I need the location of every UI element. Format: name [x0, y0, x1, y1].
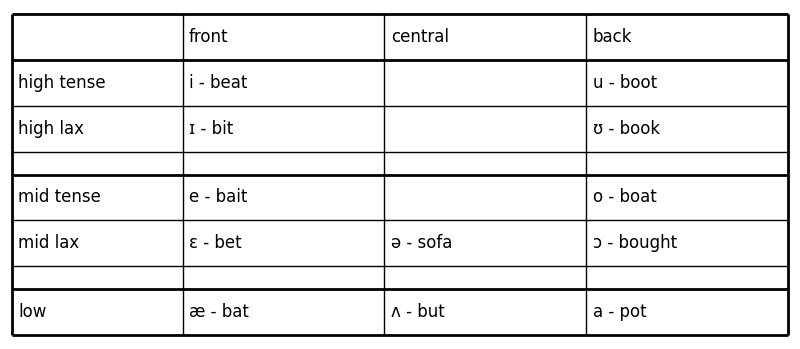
Text: o - boat: o - boat — [593, 188, 656, 207]
Text: ə - sofa: ə - sofa — [391, 234, 452, 252]
Text: i - beat: i - beat — [189, 74, 247, 92]
Text: high lax: high lax — [18, 120, 85, 138]
Text: low: low — [18, 303, 46, 321]
Text: e - bait: e - bait — [189, 188, 247, 207]
Text: ε - bet: ε - bet — [189, 234, 242, 252]
Text: back: back — [593, 28, 632, 46]
Text: ʌ - but: ʌ - but — [391, 303, 445, 321]
Text: æ - bat: æ - bat — [189, 303, 249, 321]
Text: ʊ - book: ʊ - book — [593, 120, 660, 138]
Text: high tense: high tense — [18, 74, 106, 92]
Text: ɔ - bought: ɔ - bought — [593, 234, 677, 252]
Text: a - pot: a - pot — [593, 303, 646, 321]
Text: front: front — [189, 28, 229, 46]
Text: mid tense: mid tense — [18, 188, 102, 207]
Text: u - boot: u - boot — [593, 74, 657, 92]
Text: mid lax: mid lax — [18, 234, 80, 252]
Text: ɪ - bit: ɪ - bit — [189, 120, 234, 138]
Text: central: central — [391, 28, 449, 46]
